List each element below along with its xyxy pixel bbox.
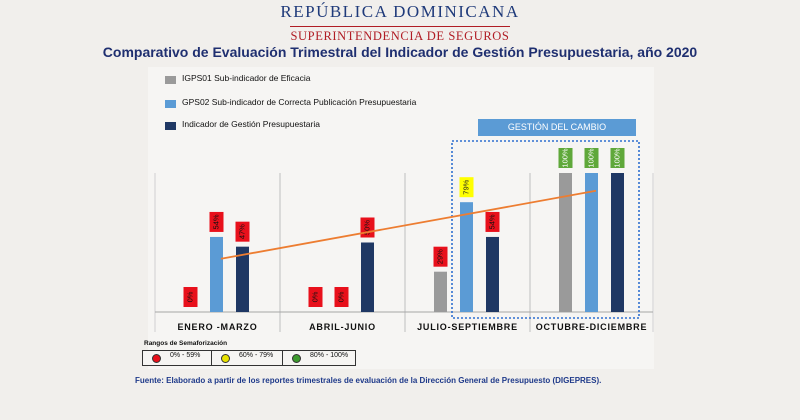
gestion-del-cambio-box [451,140,640,319]
data-label: 0% [186,291,195,302]
data-label-box [334,287,349,307]
category-label: ENERO -MARZO [177,322,257,332]
data-label-box [209,211,224,232]
semaforo-divider [282,351,283,365]
bar [361,242,374,312]
semaforo-legend: 0% - 59% 60% - 79% 80% - 100% [142,350,356,366]
data-label: 100% [587,148,596,168]
data-label-box [308,287,323,307]
data-label: 0% [311,291,320,302]
semaforo-label-red: 0% - 59% [170,352,201,359]
bar [611,173,624,312]
semaforo-divider [211,351,212,365]
data-label-box [459,177,474,198]
semaforo-label-green: 80% - 100% [310,352,349,359]
data-label-box [433,246,448,267]
trendline [220,189,597,260]
bar [486,236,499,312]
category-label: ABRIL-JUNIO [309,322,376,332]
data-label-box [558,148,573,168]
data-label: 100% [561,148,570,168]
data-label: 50% [363,220,372,235]
data-label-box [235,221,250,242]
legend-label-eficacia: IGPS01 Sub-indicador de Eficacia [182,73,311,83]
data-label-box [610,148,625,168]
legend-swatch-indicador [165,122,176,130]
data-label: 54% [212,214,221,229]
red-dot-icon [152,354,161,363]
category-label: JULIO-SEPTIEMBRE [417,322,518,332]
bar [559,173,572,312]
data-label-box [485,211,500,232]
legend-label-indicador: Indicador de Gestión Presupuestaria [182,119,320,129]
semaforo-title: Rangos de Semaforización [144,340,228,347]
yellow-dot-icon [221,354,230,363]
legend-swatch-publicacion [165,100,176,108]
semaforo-label-yellow: 60% - 79% [239,352,274,359]
green-dot-icon [292,354,301,363]
bar [210,236,223,312]
legend-swatch-eficacia [165,76,176,84]
gestion-del-cambio-label: GESTIÓN DEL CAMBIO [478,119,636,136]
header-divider [290,26,510,27]
bar [236,246,249,312]
legend-label-publicacion: GPS02 Sub-indicador de Correcta Publicac… [182,97,417,107]
page-title: Comparativo de Evaluación Trimestral del… [102,44,698,60]
data-label: 100% [613,148,622,168]
republica-dominicana-heading: REPÚBLICA DOMINICANA [280,2,520,21]
bar [434,271,447,312]
data-label-box [183,287,198,307]
superintendencia-heading: SUPERINTENDENCIA DE SEGUROS [290,29,510,43]
data-label: 29% [436,249,445,264]
source-note: Fuente: Elaborado a partir de los report… [135,376,602,385]
bar [585,173,598,312]
data-label: 54% [488,214,497,229]
data-label: 79% [462,179,471,194]
category-label: OCTUBRE-DICIEMBRE [536,322,648,332]
bar [460,202,473,312]
data-label: 0% [337,291,346,302]
data-label: 47% [238,224,247,239]
data-label-box [584,148,599,168]
